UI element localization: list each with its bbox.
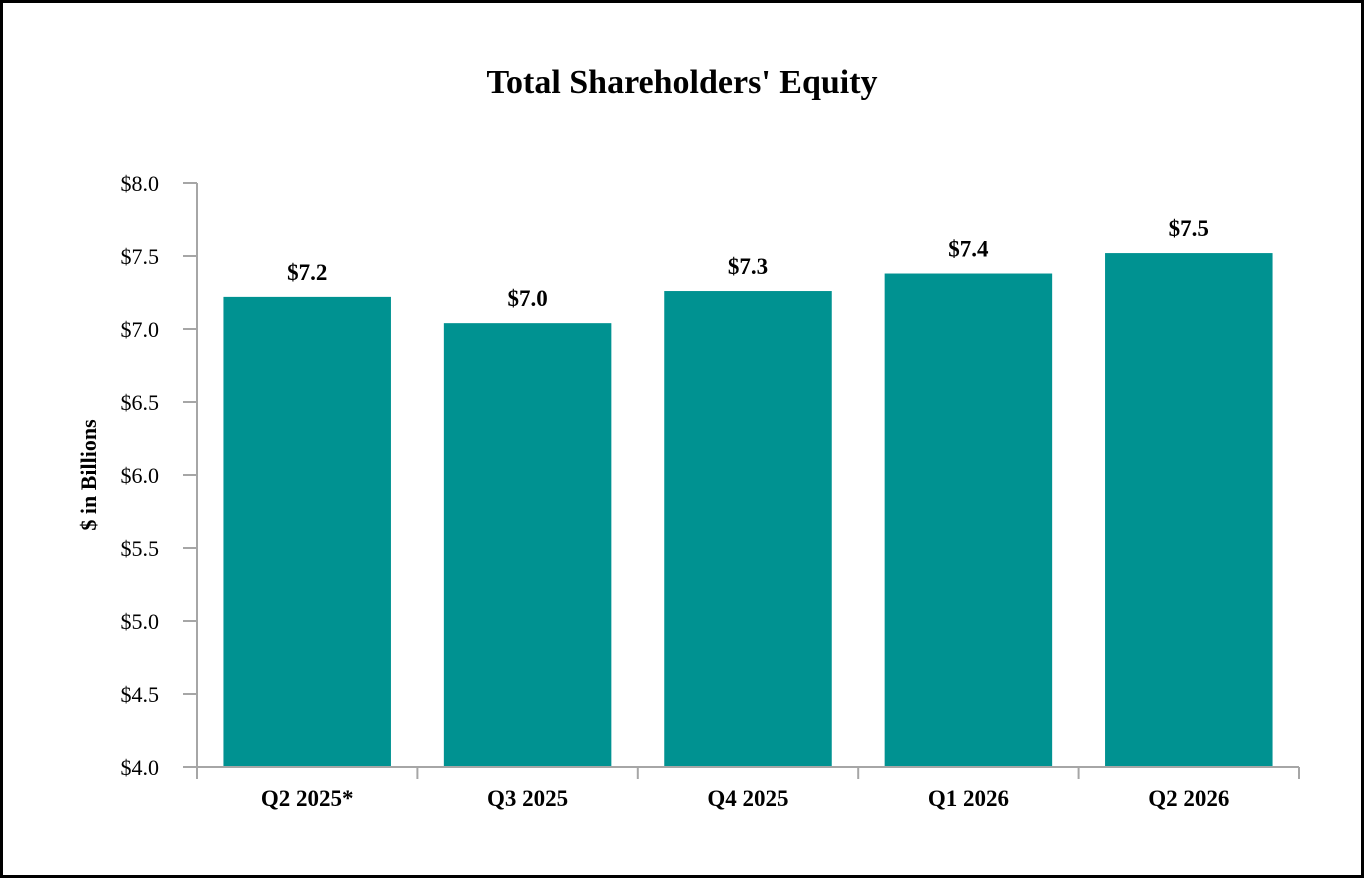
y-tick-label: $5.0 xyxy=(121,609,160,634)
x-tick-label: Q1 2026 xyxy=(928,786,1009,811)
y-axis: $4.0 $4.5 $5.0 $5.5 $6.0 $6.5 $7.0 $7.5 $8.0 xyxy=(121,171,198,780)
y-tick-label: $8.0 xyxy=(121,171,160,196)
y-tick-label: $7.0 xyxy=(121,317,160,342)
data-label: $7.0 xyxy=(507,286,547,311)
y-tick-label: $6.0 xyxy=(121,463,160,488)
y-axis-label: $ in Billions xyxy=(76,419,101,531)
bar xyxy=(664,291,832,767)
x-tick-label: Q3 2025 xyxy=(487,786,568,811)
bar xyxy=(884,273,1053,767)
x-tick-label: Q4 2025 xyxy=(707,786,788,811)
bar xyxy=(443,323,612,767)
bar xyxy=(223,296,391,767)
data-label: $7.2 xyxy=(287,260,327,285)
x-tick-label: Q2 2026 xyxy=(1148,786,1229,811)
y-tick-label: $7.5 xyxy=(121,244,160,269)
x-axis: Q2 2025* Q3 2025 Q4 2025 Q1 2026 Q2 2026 xyxy=(196,766,1300,811)
data-labels-group: $7.2 $7.0 $7.3 $7.4 $7.5 xyxy=(287,216,1209,311)
x-tick-label: Q2 2025* xyxy=(261,786,354,811)
bar xyxy=(1105,253,1273,767)
data-label: $7.4 xyxy=(948,237,989,262)
y-tick-label: $4.5 xyxy=(121,682,160,707)
chart-title: Total Shareholders' Equity xyxy=(486,64,877,101)
y-tick-label: $6.5 xyxy=(121,390,160,415)
data-label: $7.3 xyxy=(728,254,768,279)
y-tick-label: $4.0 xyxy=(121,755,160,780)
bars-group xyxy=(223,253,1273,767)
y-tick-label: $5.5 xyxy=(121,536,160,561)
data-label: $7.5 xyxy=(1169,216,1209,241)
